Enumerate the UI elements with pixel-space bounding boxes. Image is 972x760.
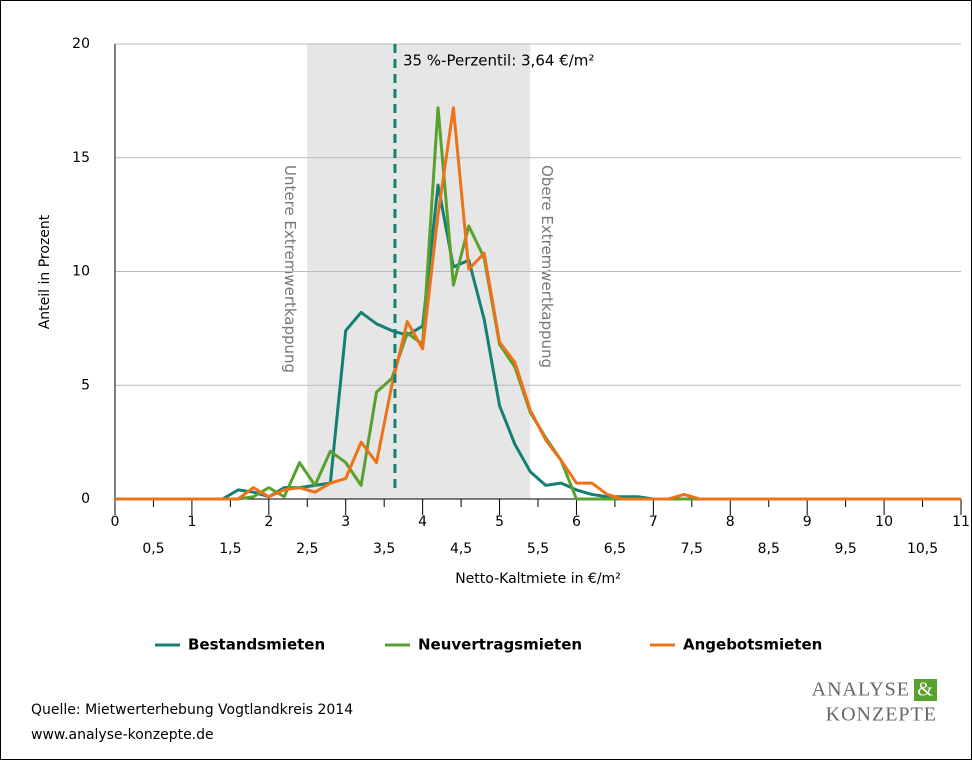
y-tick-label: 5 <box>81 377 90 393</box>
x-tick-label: 5,5 <box>527 541 549 557</box>
x-tick-label: 2,5 <box>296 541 318 557</box>
x-tick-label: 0,5 <box>142 541 164 557</box>
y-axis-label: Anteil in Prozent <box>37 214 53 329</box>
logo-box <box>914 679 937 701</box>
x-tick-label: 9 <box>803 514 812 530</box>
x-tick-label: 4 <box>418 514 427 530</box>
x-tick-label: 3,5 <box>373 541 395 557</box>
y-tick-label: 20 <box>72 36 90 52</box>
x-tick-label: 0 <box>111 514 120 530</box>
x-tick-label: 6 <box>572 514 581 530</box>
logo-amp: & <box>917 679 934 701</box>
x-tick-label: 8 <box>726 514 735 530</box>
source: Quelle: Mietwerterhebung Vogtlandkreis 2… <box>31 702 353 718</box>
x-tick-label: 5 <box>495 514 504 530</box>
logo-text: ANALYSE <box>812 679 910 701</box>
x-tick-label: 11 <box>952 514 970 530</box>
y-tick-label: 10 <box>72 264 90 280</box>
x-tick-label: 7 <box>649 514 658 530</box>
annotation: Obere Extremwertkappung <box>538 165 556 368</box>
x-tick-label: 10 <box>875 514 893 530</box>
x-tick-label: 10,5 <box>907 541 938 557</box>
source-url: www.analyse-konzepte.de <box>31 727 214 743</box>
x-tick-label: 2 <box>264 514 273 530</box>
x-tick-label: 6,5 <box>604 541 626 557</box>
x-tick-label: 1,5 <box>219 541 241 557</box>
legend-label: Angebotsmieten <box>683 636 822 654</box>
x-tick-label: 8,5 <box>758 541 780 557</box>
y-tick-label: 15 <box>72 150 90 166</box>
x-axis-label: Netto-Kaltmiete in €/m² <box>455 571 621 587</box>
x-tick-label: 4,5 <box>450 541 472 557</box>
legend-label: Neuvertragsmieten <box>418 636 582 654</box>
logo-text: KONZEPTE <box>826 704 937 726</box>
x-tick-label: 3 <box>341 514 350 530</box>
y-tick-label: 0 <box>81 491 90 507</box>
annotation: Untere Extremwertkappung <box>281 165 299 373</box>
x-tick-label: 1 <box>187 514 196 530</box>
legend-label: Bestandsmieten <box>188 636 325 654</box>
data-line <box>115 106 961 501</box>
x-tick-label: 9,5 <box>835 541 857 557</box>
annotation: 35 %-Perzentil: 3,64 €/m² <box>403 52 594 70</box>
x-tick-label: 7,5 <box>681 541 703 557</box>
